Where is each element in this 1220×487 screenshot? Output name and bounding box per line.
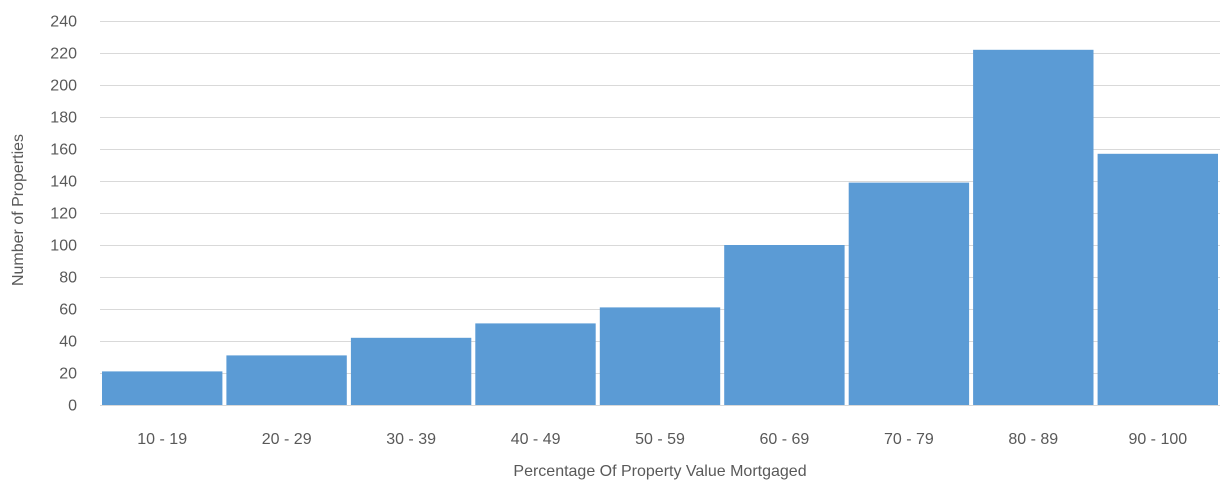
bars bbox=[102, 49, 1218, 406]
y-tick-label: 120 bbox=[50, 206, 77, 223]
x-tick-label: 20 - 29 bbox=[262, 431, 312, 448]
y-tick-label: 220 bbox=[50, 46, 77, 63]
x-tick-label: 50 - 59 bbox=[635, 431, 685, 448]
y-tick-label: 0 bbox=[68, 398, 77, 415]
y-tick-label: 240 bbox=[50, 14, 77, 31]
bar-10-19 bbox=[102, 371, 223, 405]
y-tick-label: 100 bbox=[50, 238, 77, 255]
y-axis-ticks: 0 20 40 60 80 100 120 140 160 180 200 220 240 bbox=[50, 14, 77, 415]
y-axis-title: Number of Properties bbox=[10, 134, 27, 286]
y-tick-label: 200 bbox=[50, 78, 77, 95]
y-tick-label: 20 bbox=[59, 366, 77, 383]
bar-50-59 bbox=[599, 307, 721, 405]
bar-40-49 bbox=[475, 323, 596, 405]
y-tick-label: 180 bbox=[50, 110, 77, 127]
bar-20-29 bbox=[226, 355, 347, 405]
x-axis-ticks: 10 - 19 20 - 29 30 - 39 40 - 49 50 - 59 60 - … bbox=[137, 431, 1187, 448]
y-tick-label: 60 bbox=[59, 302, 77, 319]
y-tick-label: 80 bbox=[59, 270, 77, 287]
x-tick-label: 70 - 79 bbox=[884, 431, 934, 448]
x-axis-title: Percentage Of Property Value Mortgaged bbox=[513, 463, 806, 480]
bar-90-100 bbox=[1097, 153, 1218, 405]
x-tick-label: 60 - 69 bbox=[759, 431, 809, 448]
x-tick-label: 90 - 100 bbox=[1128, 431, 1187, 448]
y-tick-label: 140 bbox=[50, 174, 77, 191]
x-tick-label: 80 - 89 bbox=[1008, 431, 1058, 448]
x-tick-label: 30 - 39 bbox=[386, 431, 436, 448]
y-tick-label: 160 bbox=[50, 142, 77, 159]
bar-70-79 bbox=[848, 182, 970, 405]
bar-80-89 bbox=[973, 49, 1094, 406]
bar-30-39 bbox=[350, 337, 472, 405]
y-tick-label: 40 bbox=[59, 334, 77, 351]
x-tick-label: 40 - 49 bbox=[511, 431, 561, 448]
bar-60-69 bbox=[724, 245, 845, 405]
x-tick-label: 10 - 19 bbox=[137, 431, 187, 448]
